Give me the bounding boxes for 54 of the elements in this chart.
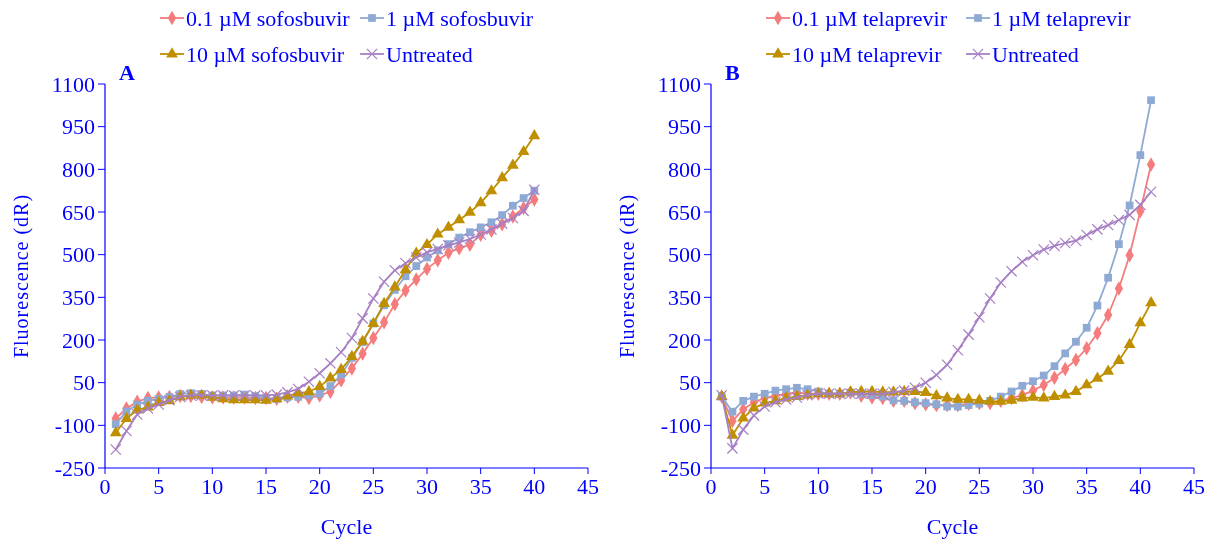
y-tick-label: 950 — [62, 114, 95, 140]
x-tick-label: 30 — [1022, 474, 1044, 499]
x-tick-label: 45 — [577, 474, 599, 499]
x-tick-label: 40 — [1129, 474, 1152, 499]
chart-title: B — [725, 60, 740, 85]
legend-label: 10 µM telaprevir — [792, 41, 943, 67]
x-tick-label: 45 — [1183, 474, 1205, 499]
chart-title: A — [119, 60, 135, 85]
x-axis-title: Cycle — [926, 514, 979, 539]
legend-label: 10 µM sofosbuvir — [186, 41, 345, 67]
x-tick-label: 5 — [153, 474, 165, 499]
x-tick-label: 40 — [523, 474, 546, 499]
y-tick-label: 500 — [668, 242, 701, 268]
y-tick-label: 350 — [62, 285, 95, 311]
x-tick-label: 30 — [416, 474, 438, 499]
y-tick-label: 500 — [62, 242, 95, 268]
legend-label: 0.1 µM sofosbuvir — [186, 5, 351, 31]
x-tick-label: 15 — [861, 474, 883, 499]
y-tick-label: 1100 — [657, 71, 701, 97]
y-tick-label: 800 — [668, 157, 701, 183]
x-tick-label: 20 — [308, 474, 331, 499]
y-tick-label: -250 — [54, 455, 95, 481]
x-tick-label: 10 — [807, 474, 830, 499]
x-tick-label: 0 — [705, 474, 717, 499]
y-tick-label: 650 — [668, 199, 701, 225]
x-tick-label: 15 — [255, 474, 277, 499]
x-tick-label: 20 — [914, 474, 937, 499]
legend-label: 1 µM sofosbuvir — [386, 5, 534, 31]
x-tick-label: 35 — [1075, 474, 1098, 499]
y-axis-title: Fluorescence (dR) — [616, 193, 639, 359]
x-axis-title: Cycle — [320, 514, 373, 539]
y-tick-label: 50 — [679, 370, 701, 396]
legend-label: 0.1 µM telaprevir — [792, 5, 948, 31]
x-tick-label: 25 — [968, 474, 991, 499]
x-tick-label: 10 — [201, 474, 224, 499]
legend-label: Untreated — [992, 41, 1079, 67]
y-tick-label: 50 — [73, 370, 95, 396]
y-tick-label: 950 — [668, 114, 701, 140]
y-tick-label: -250 — [660, 455, 701, 481]
y-tick-label: 350 — [668, 285, 701, 311]
y-tick-label: 1100 — [51, 71, 95, 97]
legend-label: Untreated — [386, 41, 473, 67]
y-tick-label: -100 — [660, 413, 701, 439]
x-tick-label: 5 — [759, 474, 771, 499]
y-axis-title: Fluorescence (dR) — [10, 193, 33, 359]
x-tick-label: 0 — [99, 474, 111, 499]
x-tick-label: 35 — [469, 474, 492, 499]
legend-label: 1 µM telaprevir — [992, 5, 1132, 31]
x-tick-label: 25 — [362, 474, 385, 499]
y-tick-label: 200 — [668, 327, 701, 353]
y-tick-label: 800 — [62, 157, 95, 183]
y-tick-label: 200 — [62, 327, 95, 353]
y-tick-label: 650 — [62, 199, 95, 225]
y-tick-label: -100 — [54, 413, 95, 439]
